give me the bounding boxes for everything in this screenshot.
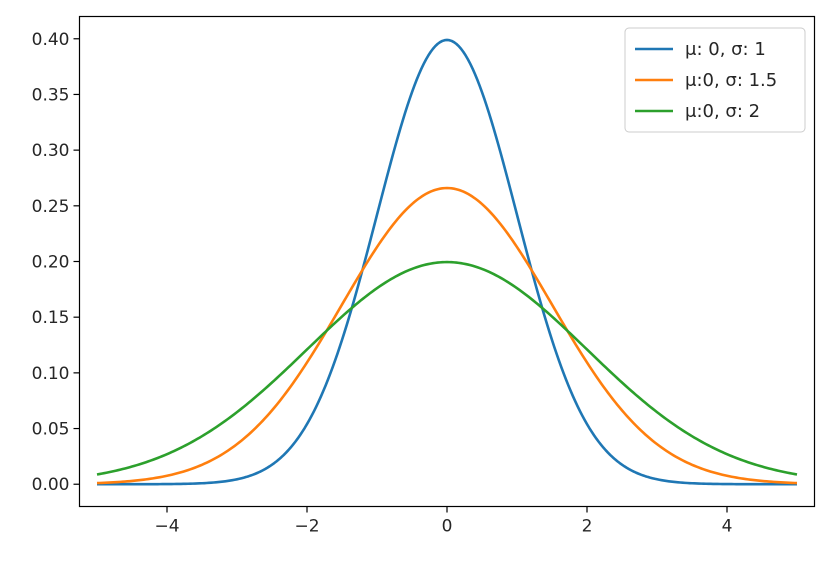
- x-tick-label: 4: [722, 517, 733, 537]
- y-tick-label: 0.00: [32, 475, 70, 495]
- x-tick-label: 0: [442, 517, 453, 537]
- y-tick-label: 0.10: [32, 364, 70, 384]
- plot-area: [96, 38, 798, 486]
- series-line-1: [97, 38, 797, 486]
- y-tick-label: 0.40: [32, 30, 70, 50]
- y-tick-label: 0.05: [32, 420, 70, 440]
- y-tick-label: 0.20: [32, 253, 70, 273]
- legend-label: μ: 0, σ: 1: [685, 39, 766, 60]
- plot-frame: [78, 15, 816, 508]
- y-tick-label: 0.35: [32, 85, 70, 105]
- x-tick-label: 2: [582, 517, 593, 537]
- series-line-2: [96, 186, 798, 485]
- y-axis: 0.00 0.05 0.10 0.15 0.20 0.25 0.30 0.35 0.40: [32, 30, 80, 495]
- y-tick-label: 0.30: [32, 141, 70, 161]
- x-tick-label: −2: [294, 517, 319, 537]
- x-tick-label: −4: [154, 517, 179, 537]
- legend-box: [624, 27, 806, 133]
- y-tick-label: 0.15: [32, 308, 70, 328]
- series-line-3: [96, 260, 798, 476]
- x-axis: −4 −2 0 2 4: [154, 506, 733, 537]
- legend: μ: 0, σ: 1 μ:0, σ: 1.5 μ:0, σ: 2: [624, 27, 806, 133]
- legend-label: μ:0, σ: 1.5: [685, 70, 777, 91]
- legend-label: μ:0, σ: 2: [685, 101, 760, 122]
- y-tick-label: 0.25: [32, 197, 70, 217]
